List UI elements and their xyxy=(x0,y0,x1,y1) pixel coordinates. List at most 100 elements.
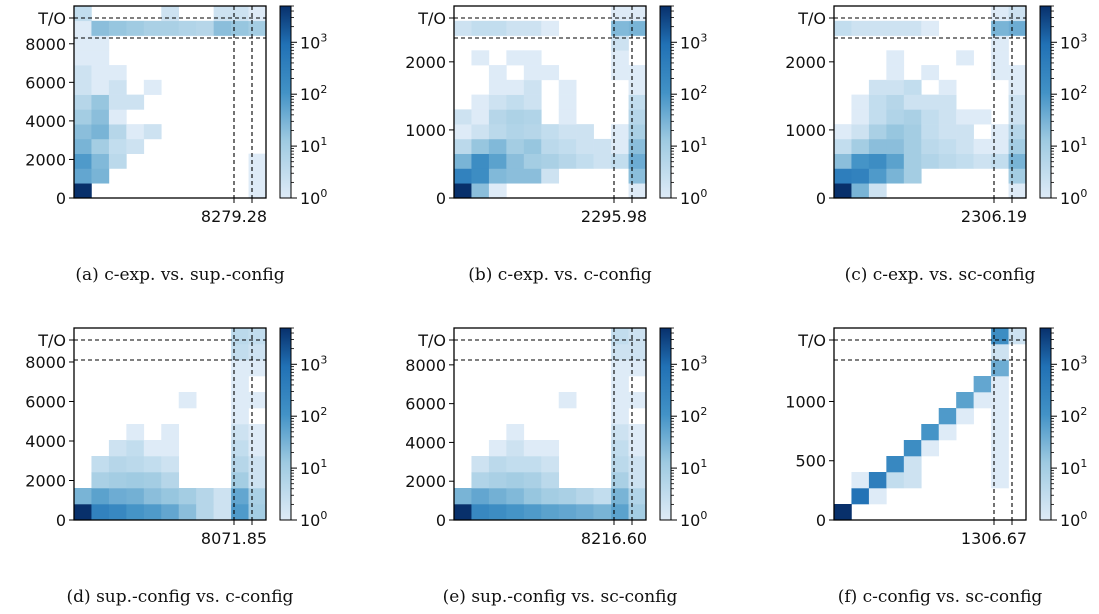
heatmap-cell xyxy=(231,392,249,409)
heatmap-cell xyxy=(593,153,612,169)
heatmap-cell xyxy=(506,124,525,140)
heatmap-cell xyxy=(506,472,525,489)
heatmap-cell xyxy=(488,472,507,489)
heatmap-cell xyxy=(938,424,957,441)
heatmap-cell xyxy=(921,124,940,140)
heatmap-cell xyxy=(523,488,542,505)
heatmap-cell xyxy=(248,183,267,199)
heatmap-cell xyxy=(91,138,110,154)
heatmap-cell xyxy=(523,109,542,125)
heatmap-cell xyxy=(143,79,162,95)
heatmap-cell xyxy=(576,124,594,140)
heatmap-cell xyxy=(611,344,629,361)
heatmap-cell xyxy=(248,424,267,441)
y-tick-label: 8000 xyxy=(405,356,446,375)
heatmap-cell xyxy=(74,504,92,521)
colorbar-tick-label: 103 xyxy=(680,31,707,52)
y-tick-label: 8000 xyxy=(25,35,66,54)
heatmap-cell xyxy=(851,488,870,505)
heatmap-cell xyxy=(628,328,647,345)
heatmap-cell xyxy=(576,153,594,169)
y-tick-label: 2000 xyxy=(25,150,66,169)
heatmap-cell xyxy=(471,20,490,36)
colorbar-tick-label: 101 xyxy=(1060,135,1087,156)
heatmap-cell xyxy=(886,168,905,184)
heatmap-cell xyxy=(903,153,922,169)
heatmap-cell xyxy=(91,79,110,95)
heatmap-cell xyxy=(454,138,472,154)
heatmap-cell xyxy=(593,488,612,505)
panel-caption: (c) c-exp. vs. sc-config xyxy=(845,265,1036,285)
heatmap-cell xyxy=(161,504,180,521)
heatmap-cell xyxy=(91,50,110,66)
heatmap-cell xyxy=(903,20,922,36)
heatmap-cell xyxy=(91,504,110,521)
heatmap-cell xyxy=(886,456,905,473)
x-threshold-label: 2306.19 xyxy=(961,207,1027,226)
heatmap-cell xyxy=(611,456,629,473)
heatmap-cell xyxy=(1008,109,1027,125)
heatmap-cell xyxy=(628,424,647,441)
heatmap-cell xyxy=(576,488,594,505)
heatmap-cell xyxy=(126,440,145,457)
heatmap-cell xyxy=(991,472,1009,489)
heatmap-cell xyxy=(868,94,887,110)
heatmap-cell xyxy=(851,109,870,125)
heatmap-cell xyxy=(628,65,647,81)
heatmap-cell xyxy=(903,472,922,489)
heatmap-cell xyxy=(523,472,542,489)
colorbar-tick-label: 102 xyxy=(300,83,327,104)
colorbar-tick-label: 100 xyxy=(1060,187,1087,208)
heatmap-panel-4: 0 2000 4000 6000 8000 T/O 8071.85 100 101 102 103 (… xyxy=(25,327,327,607)
heatmap-cell xyxy=(611,408,629,425)
heatmap-cell xyxy=(74,124,92,140)
heatmap-cell xyxy=(108,94,127,110)
heatmap-cell xyxy=(956,408,974,425)
colorbar-tick-label: 100 xyxy=(680,187,707,208)
heatmap-cell xyxy=(541,504,560,521)
heatmap-cell xyxy=(558,488,577,505)
colorbar-tick-label: 100 xyxy=(300,187,327,208)
heatmap-cell xyxy=(488,65,507,81)
heatmap-cell xyxy=(991,50,1009,66)
heatmap-cell xyxy=(921,138,940,154)
heatmap-cell xyxy=(628,124,647,140)
heatmap-cell xyxy=(488,168,507,184)
heatmap-cell xyxy=(1008,168,1027,184)
heatmap-cell xyxy=(454,488,472,505)
heatmap-cell xyxy=(506,50,525,66)
heatmap-cell xyxy=(903,124,922,140)
heatmap-panel-5: 0 2000 4000 6000 8000 T/O 8216.60 100 101 102 103 (… xyxy=(405,327,707,607)
heatmap-cell xyxy=(454,109,472,125)
heatmap-cell xyxy=(74,35,92,51)
heatmap-cell xyxy=(488,20,507,36)
heatmap-cell xyxy=(611,440,629,457)
y-tick-label: 4000 xyxy=(25,112,66,131)
heatmap-cell xyxy=(471,109,490,125)
heatmap-cell xyxy=(231,504,249,521)
heatmap-cell xyxy=(938,79,957,95)
y-tick-label: 0 xyxy=(816,511,826,530)
heatmap-cell xyxy=(161,440,180,457)
heatmap-cell xyxy=(1008,65,1027,81)
heatmap-cell xyxy=(91,153,110,169)
colorbar-tick-label: 103 xyxy=(1060,31,1087,52)
heatmap-cell xyxy=(471,138,490,154)
heatmap-cell xyxy=(178,504,197,521)
colorbar-tick-label: 101 xyxy=(300,457,327,478)
heatmap-cell xyxy=(108,504,127,521)
heatmap-cell xyxy=(558,153,577,169)
heatmap-cell xyxy=(126,424,145,441)
heatmap-cell xyxy=(231,424,249,441)
heatmap-cell xyxy=(108,124,127,140)
heatmap-cell xyxy=(1008,94,1027,110)
y-tick-label: 1000 xyxy=(785,121,826,140)
heatmap-cell xyxy=(628,360,647,377)
heatmap-cell xyxy=(558,504,577,521)
plot-frame xyxy=(73,5,267,199)
heatmap-cell xyxy=(868,79,887,95)
heatmap-cell xyxy=(991,440,1009,457)
y-tick-label: 0 xyxy=(436,189,446,208)
heatmap-cell xyxy=(523,504,542,521)
heatmap-cell xyxy=(611,472,629,489)
